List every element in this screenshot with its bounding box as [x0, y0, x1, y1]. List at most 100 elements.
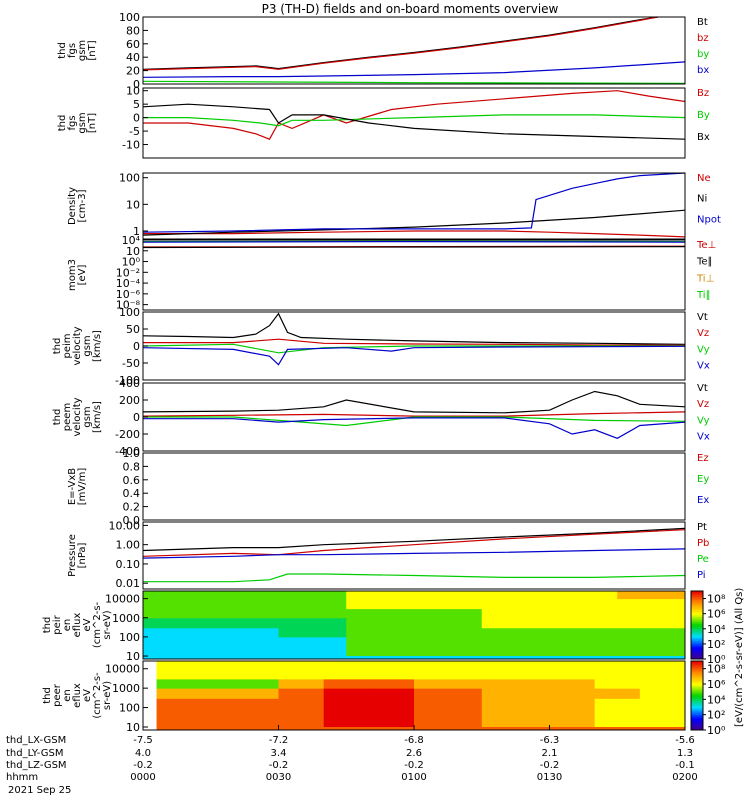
- spectrogram-cell: [482, 661, 550, 669]
- series-line-Pe: [143, 574, 685, 582]
- footer-row-label: thd_LY-GSM: [6, 748, 63, 759]
- colorbar-tick-label: 10⁸: [707, 593, 726, 606]
- y-axis-label: thd peir en eflux eV (cm^2-s-sr-eV): [42, 601, 113, 648]
- spectrogram-cell: [550, 591, 618, 599]
- y-label-line: [cm-3]: [77, 189, 88, 222]
- legend: BzByBx: [697, 88, 710, 143]
- panel-temperature: 10⁴10⁲10⁰10⁻²10⁻⁴10⁻⁶10⁻⁸mom3 [eV]Te⊥Te∥T…: [67, 234, 716, 312]
- spectrogram-cell: [640, 669, 686, 680]
- y-tick-label: 0: [133, 411, 140, 424]
- series-line-Bx: [143, 104, 685, 139]
- footer-value: 2.6: [406, 748, 422, 759]
- spectrogram-cell: [550, 637, 618, 648]
- series-line-By: [143, 115, 685, 126]
- footer-value: 0200: [672, 772, 697, 783]
- spectrogram-cell: [324, 698, 370, 708]
- y-axis-label: thd peer en eflux eV (cm^2-s-sr-eV): [42, 672, 113, 719]
- spectrogram-cell: [157, 718, 212, 728]
- legend-entry: Pb: [697, 538, 709, 549]
- spectrogram-cell: [211, 618, 279, 629]
- spectrogram-cell: [482, 628, 550, 638]
- spectrogram-cell: [595, 688, 641, 699]
- spectrogram-cell: [279, 688, 325, 699]
- footer-date: 2021 Sep 25: [8, 785, 71, 796]
- colorbar-tick-label: 10⁴: [707, 623, 726, 636]
- footer-value: 3.4: [271, 748, 287, 759]
- spectrogram-cell: [414, 618, 482, 629]
- spectrogram-cell: [211, 661, 279, 669]
- spectrogram-cell: [369, 688, 415, 699]
- y-tick-label: 0.01: [116, 577, 141, 590]
- footer-row-label: thd_LX-GSM: [6, 735, 66, 746]
- y-tick-label: 5: [133, 98, 140, 111]
- spectrogram-cell: [279, 599, 347, 610]
- y-label-line: sr-eV): [102, 610, 113, 639]
- spectrogram-cell: [324, 688, 370, 699]
- panel-pressure: 0.010.101.0010.00Pressure [nPa]PtPbPePi: [67, 519, 709, 590]
- y-tick-label: 0.8: [123, 460, 141, 473]
- spectrogram-cell: [595, 698, 641, 708]
- y-tick-label: 0.2: [123, 501, 141, 514]
- spectrogram-cell: [211, 669, 279, 680]
- spectrogram-cell: [369, 669, 415, 680]
- spectrogram-cell: [211, 609, 279, 619]
- footer-value: -7.2: [269, 735, 289, 746]
- spectrogram-cell: [346, 618, 414, 629]
- spectrogram-cell: [482, 591, 550, 599]
- y-tick-label: 10: [126, 721, 140, 734]
- legend-entry: Vy: [697, 415, 710, 426]
- series-group: [143, 91, 685, 140]
- legend-entry: Bt: [697, 17, 708, 28]
- spectrogram-cell: [640, 698, 686, 708]
- legend: Pt Pb Pe Pi: [697, 522, 709, 581]
- spectrogram-cell: [595, 679, 641, 689]
- footer-value: -6.3: [540, 735, 560, 746]
- footer-value: 1.3: [677, 748, 693, 759]
- spectrogram-cell: [414, 661, 482, 669]
- y-label-line: [nT]: [87, 113, 98, 133]
- legend-entry: Ti⊥: [696, 273, 714, 284]
- spectrogram-cell: [279, 698, 325, 708]
- series-group: [143, 173, 685, 237]
- spectrogram-cell: [640, 688, 686, 699]
- legend-entry: Bx: [697, 132, 710, 143]
- y-tick-label: 100: [119, 11, 140, 24]
- series-line-bz: [143, 17, 658, 70]
- y-tick-label: 20: [126, 65, 140, 78]
- series-group: [143, 241, 685, 247]
- spectrogram-cells: [157, 661, 686, 730]
- spectrogram-cell: [482, 669, 550, 680]
- y-tick-label: 50: [126, 323, 140, 336]
- spectrogram-cell: [482, 708, 550, 719]
- spectrogram-cell: [414, 708, 482, 719]
- spectrogram-cell: [369, 708, 415, 719]
- y-tick-label: 1.0: [123, 447, 141, 460]
- footer-value: -0.2: [133, 760, 153, 771]
- spectrogram-cell: [369, 679, 415, 689]
- spectrogram-cells: [143, 591, 686, 659]
- legend-entry: Ex: [697, 495, 709, 506]
- spectrogram-cell: [143, 628, 211, 638]
- series-line-by: [143, 62, 685, 77]
- panel-fgs-components: -10-50510thd fgs gsm [nT]BzByBx: [57, 85, 710, 158]
- spectrogram-cell: [482, 599, 550, 610]
- spectrogram-cell: [550, 661, 596, 669]
- spectrogram-cell: [211, 718, 279, 728]
- legend-entry: Vx: [697, 361, 710, 372]
- spectrogram-cell: [157, 688, 212, 699]
- legend: Ne Ni Npot: [697, 173, 721, 225]
- spectrogram-cell: [324, 661, 370, 669]
- y-label-line: [km/s]: [92, 401, 103, 433]
- chart-title: P3 (TH-D) fields and on-board moments ov…: [262, 2, 559, 16]
- spectrogram-cell: [482, 618, 550, 629]
- legend-entry: Ti∥: [696, 290, 711, 301]
- spectrogram-cell: [482, 609, 550, 619]
- legend-entry: bx: [697, 65, 709, 76]
- spectrogram-cell: [414, 688, 482, 699]
- spectrogram-cell: [617, 628, 685, 638]
- series-line-bx: [143, 81, 685, 83]
- spectrogram-cell: [414, 637, 482, 648]
- legend-entry: Vz: [697, 328, 709, 339]
- spectrogram-cell: [550, 609, 618, 619]
- legend-entry: Vt: [697, 383, 708, 394]
